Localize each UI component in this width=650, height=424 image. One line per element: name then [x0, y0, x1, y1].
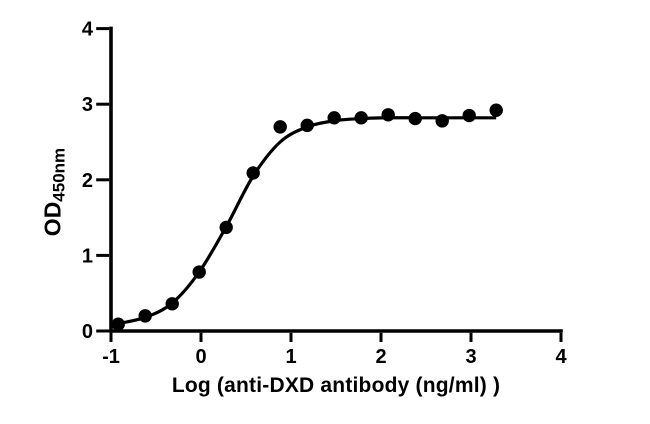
data-point: [489, 103, 503, 117]
y-axis-title-subscript: 450nm: [49, 147, 69, 202]
data-point: [354, 111, 368, 125]
data-point: [165, 297, 179, 311]
data-point: [246, 166, 260, 180]
data-point: [111, 317, 125, 331]
y-tick-label: 1: [82, 245, 93, 267]
y-axis-title-main: OD: [39, 201, 66, 237]
data-point: [327, 111, 341, 125]
x-tick-label: 2: [375, 346, 386, 368]
data-point: [138, 309, 152, 323]
y-axis-title: OD450nm: [39, 147, 69, 237]
x-axis-title: Log (anti-DXD antibody (ng/ml) ): [171, 374, 501, 397]
y-tick-label: 2: [82, 170, 93, 192]
x-tick-label: 1: [285, 346, 296, 368]
y-tick-label: 3: [82, 94, 93, 116]
data-point: [300, 118, 314, 133]
x-tick-label: -1: [102, 346, 120, 368]
x-tick-label: 0: [195, 346, 206, 368]
x-tick-label: 4: [555, 346, 567, 368]
data-point: [219, 220, 233, 235]
data-point: [192, 265, 206, 279]
x-tick-label: 3: [465, 346, 476, 368]
data-point: [462, 108, 476, 123]
data-point: [381, 108, 395, 122]
data-point: [435, 114, 449, 128]
y-tick-label: 0: [82, 321, 93, 343]
fit-curve: [110, 116, 497, 326]
data-point: [273, 120, 287, 134]
y-tick-label: 4: [82, 19, 94, 41]
data-point: [408, 111, 422, 126]
